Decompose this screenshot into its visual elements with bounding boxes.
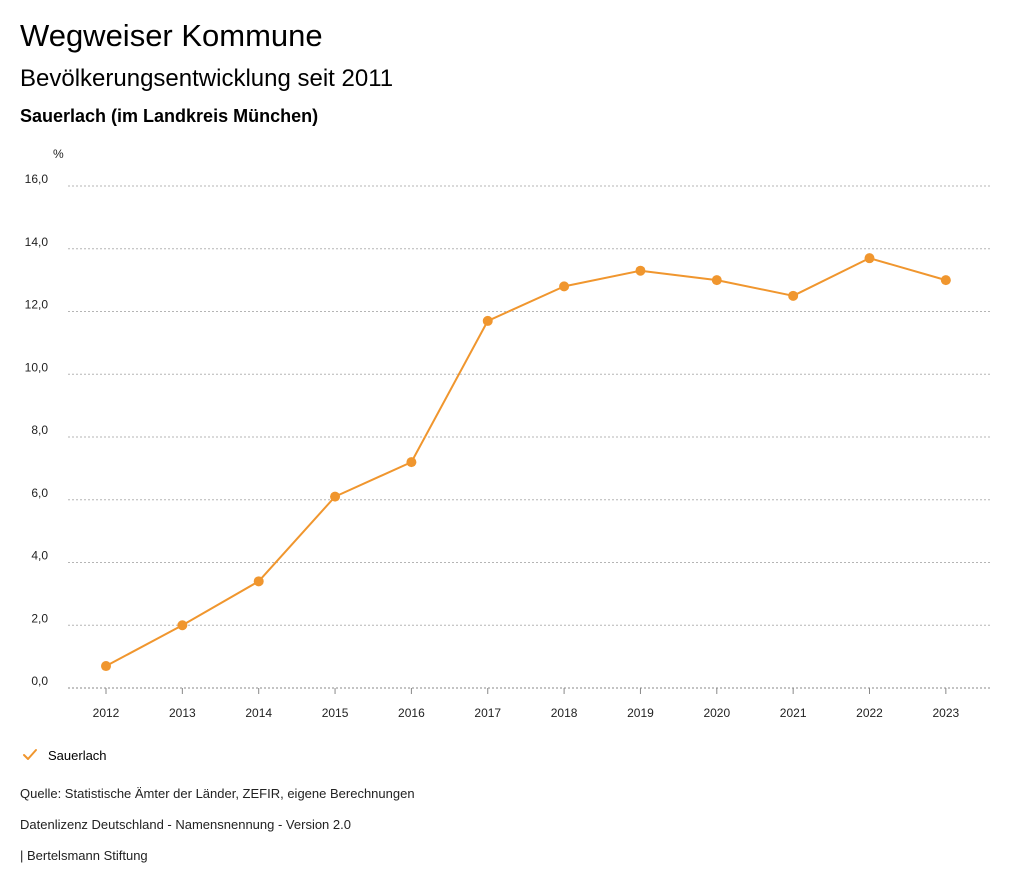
y-tick-label: 12,0 — [25, 298, 49, 312]
x-tick-label: 2023 — [932, 706, 959, 720]
data-point-2012[interactable] — [101, 661, 111, 672]
y-tick-label: 8,0 — [31, 423, 48, 437]
license-note: Datenlizenz Deutschland - Namensnennung … — [20, 817, 351, 832]
x-tick-label: 2018 — [551, 706, 578, 720]
series-line-sauerlach — [105, 257, 947, 667]
data-point-2022[interactable] — [864, 253, 875, 264]
credit-note: | Bertelsmann Stiftung — [20, 848, 148, 863]
data-point-2015[interactable] — [330, 491, 341, 502]
check-icon — [22, 747, 38, 763]
x-tick-label: 2022 — [856, 706, 883, 720]
x-tick-label: 2012 — [93, 706, 120, 720]
y-tick-label: 16,0 — [25, 172, 49, 186]
chart-subtitle: Bevölkerungsentwicklung seit 2011 — [20, 65, 394, 92]
x-tick-label: 2017 — [474, 706, 501, 720]
y-axis-ticks: 0,0 2,0 4,0 6,0 8,0 10,0 12,0 14,0 16,0 — [25, 172, 49, 688]
y-axis-unit-label: % — [53, 147, 64, 161]
data-point-2019[interactable] — [635, 265, 646, 276]
x-tick-label: 2019 — [627, 706, 654, 720]
legend-item-sauerlach[interactable]: Sauerlach — [22, 745, 107, 765]
x-tick-label: 2013 — [169, 706, 196, 720]
series-layer — [101, 253, 951, 672]
x-tick-label: 2016 — [398, 706, 425, 720]
page-title: Wegweiser Kommune — [20, 18, 323, 53]
y-tick-label: 4,0 — [31, 549, 48, 563]
y-tick-label: 10,0 — [25, 360, 49, 374]
data-point-2023[interactable] — [940, 275, 951, 286]
x-axis-ticks: 2012 2013 2014 2015 2016 2017 2018 2019 2020 2021… — [93, 688, 960, 720]
y-tick-label: 6,0 — [31, 486, 48, 500]
data-point-2014[interactable] — [253, 576, 264, 587]
source-note: Quelle: Statistische Ämter der Länder, Z… — [20, 786, 415, 801]
data-point-2016[interactable] — [406, 457, 417, 468]
grid-layer — [68, 185, 990, 689]
x-tick-label: 2014 — [245, 706, 272, 720]
x-tick-label: 2021 — [780, 706, 807, 720]
y-tick-label: 0,0 — [31, 674, 48, 688]
legend-label: Sauerlach — [48, 747, 107, 763]
x-tick-label: 2020 — [703, 706, 730, 720]
data-point-2021[interactable] — [788, 290, 799, 301]
data-point-2017[interactable] — [482, 315, 493, 326]
x-tick-label: 2015 — [322, 706, 349, 720]
data-point-2020[interactable] — [711, 275, 722, 286]
line-chart: % 0,02,04,06,08,010,012,014,016,0 2012 20… — [25, 147, 990, 720]
y-tick-label: 14,0 — [25, 235, 49, 249]
y-tick-label: 2,0 — [31, 611, 48, 625]
region-name: Sauerlach (im Landkreis München) — [20, 106, 319, 126]
data-point-2013[interactable] — [177, 620, 188, 631]
data-point-2018[interactable] — [559, 281, 570, 292]
